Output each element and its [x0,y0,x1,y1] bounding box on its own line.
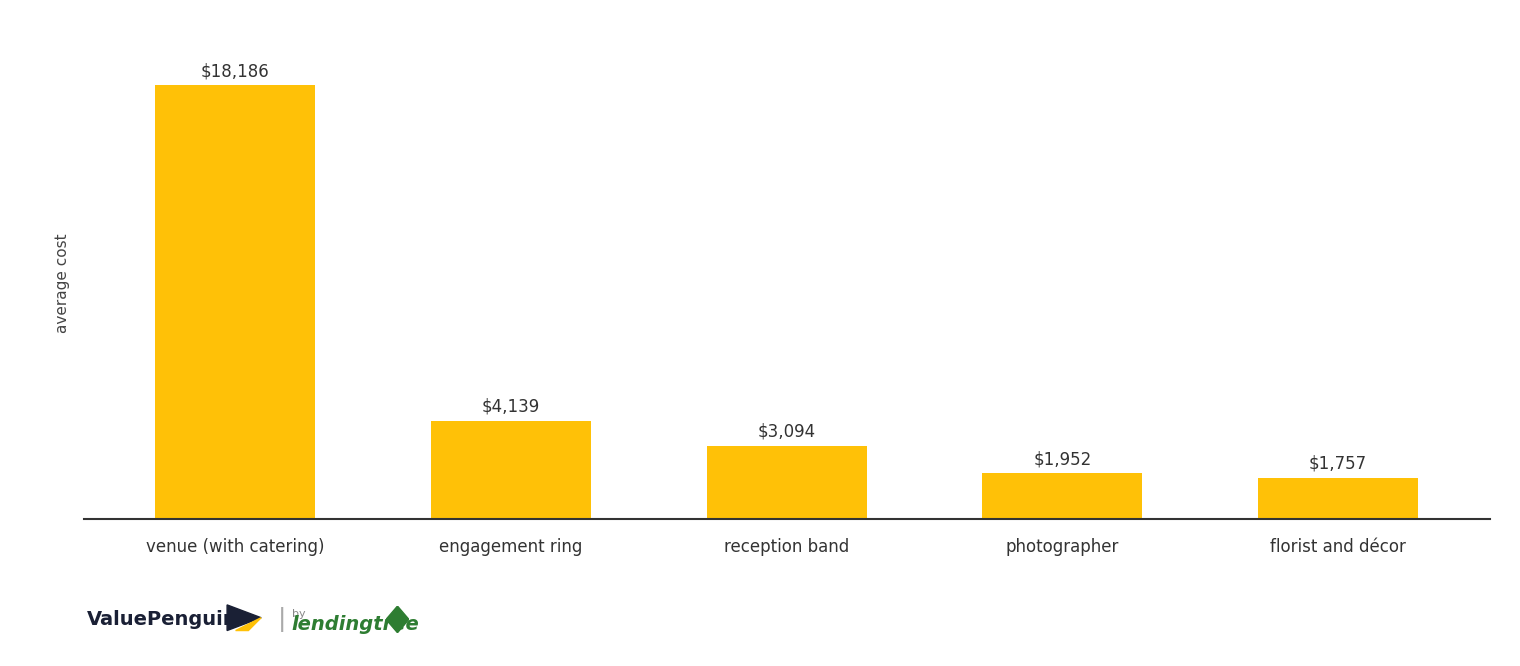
Text: |: | [278,607,287,632]
Y-axis label: average cost: average cost [55,233,70,333]
Bar [982,473,1142,519]
Bar [155,85,315,519]
Bar [1259,478,1418,519]
Text: by: by [292,609,306,619]
Bar [432,421,591,519]
Polygon shape [226,605,261,631]
Polygon shape [386,606,409,633]
Text: $3,094: $3,094 [757,423,816,441]
Bar [707,446,866,519]
Polygon shape [236,618,261,631]
Text: $4,139: $4,139 [482,398,540,416]
Text: $1,952: $1,952 [1034,450,1091,468]
Text: ValuePenguin: ValuePenguin [87,610,237,629]
Text: $18,186: $18,186 [201,63,269,81]
Text: lendingtree: lendingtree [292,615,420,633]
Text: $1,757: $1,757 [1309,455,1366,473]
